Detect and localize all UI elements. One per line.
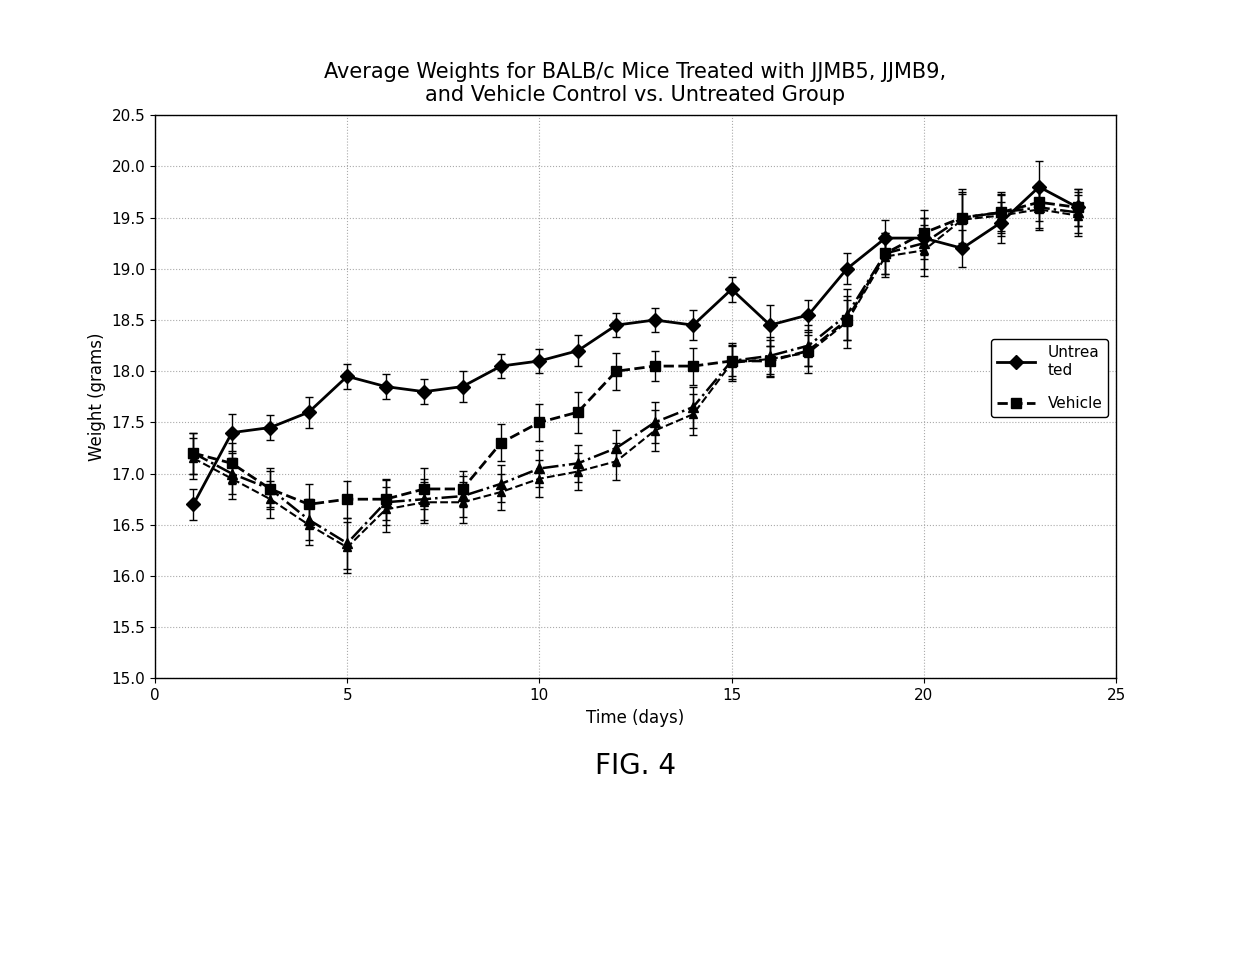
Text: FIG. 4: FIG. 4 bbox=[595, 753, 676, 780]
X-axis label: Time (days): Time (days) bbox=[587, 708, 684, 727]
Legend: Untrea
ted, Vehicle: Untrea ted, Vehicle bbox=[991, 340, 1109, 418]
Title: Average Weights for BALB/c Mice Treated with JJMB5, JJMB9,
and Vehicle Control v: Average Weights for BALB/c Mice Treated … bbox=[325, 62, 946, 106]
Y-axis label: Weight (grams): Weight (grams) bbox=[88, 332, 105, 461]
